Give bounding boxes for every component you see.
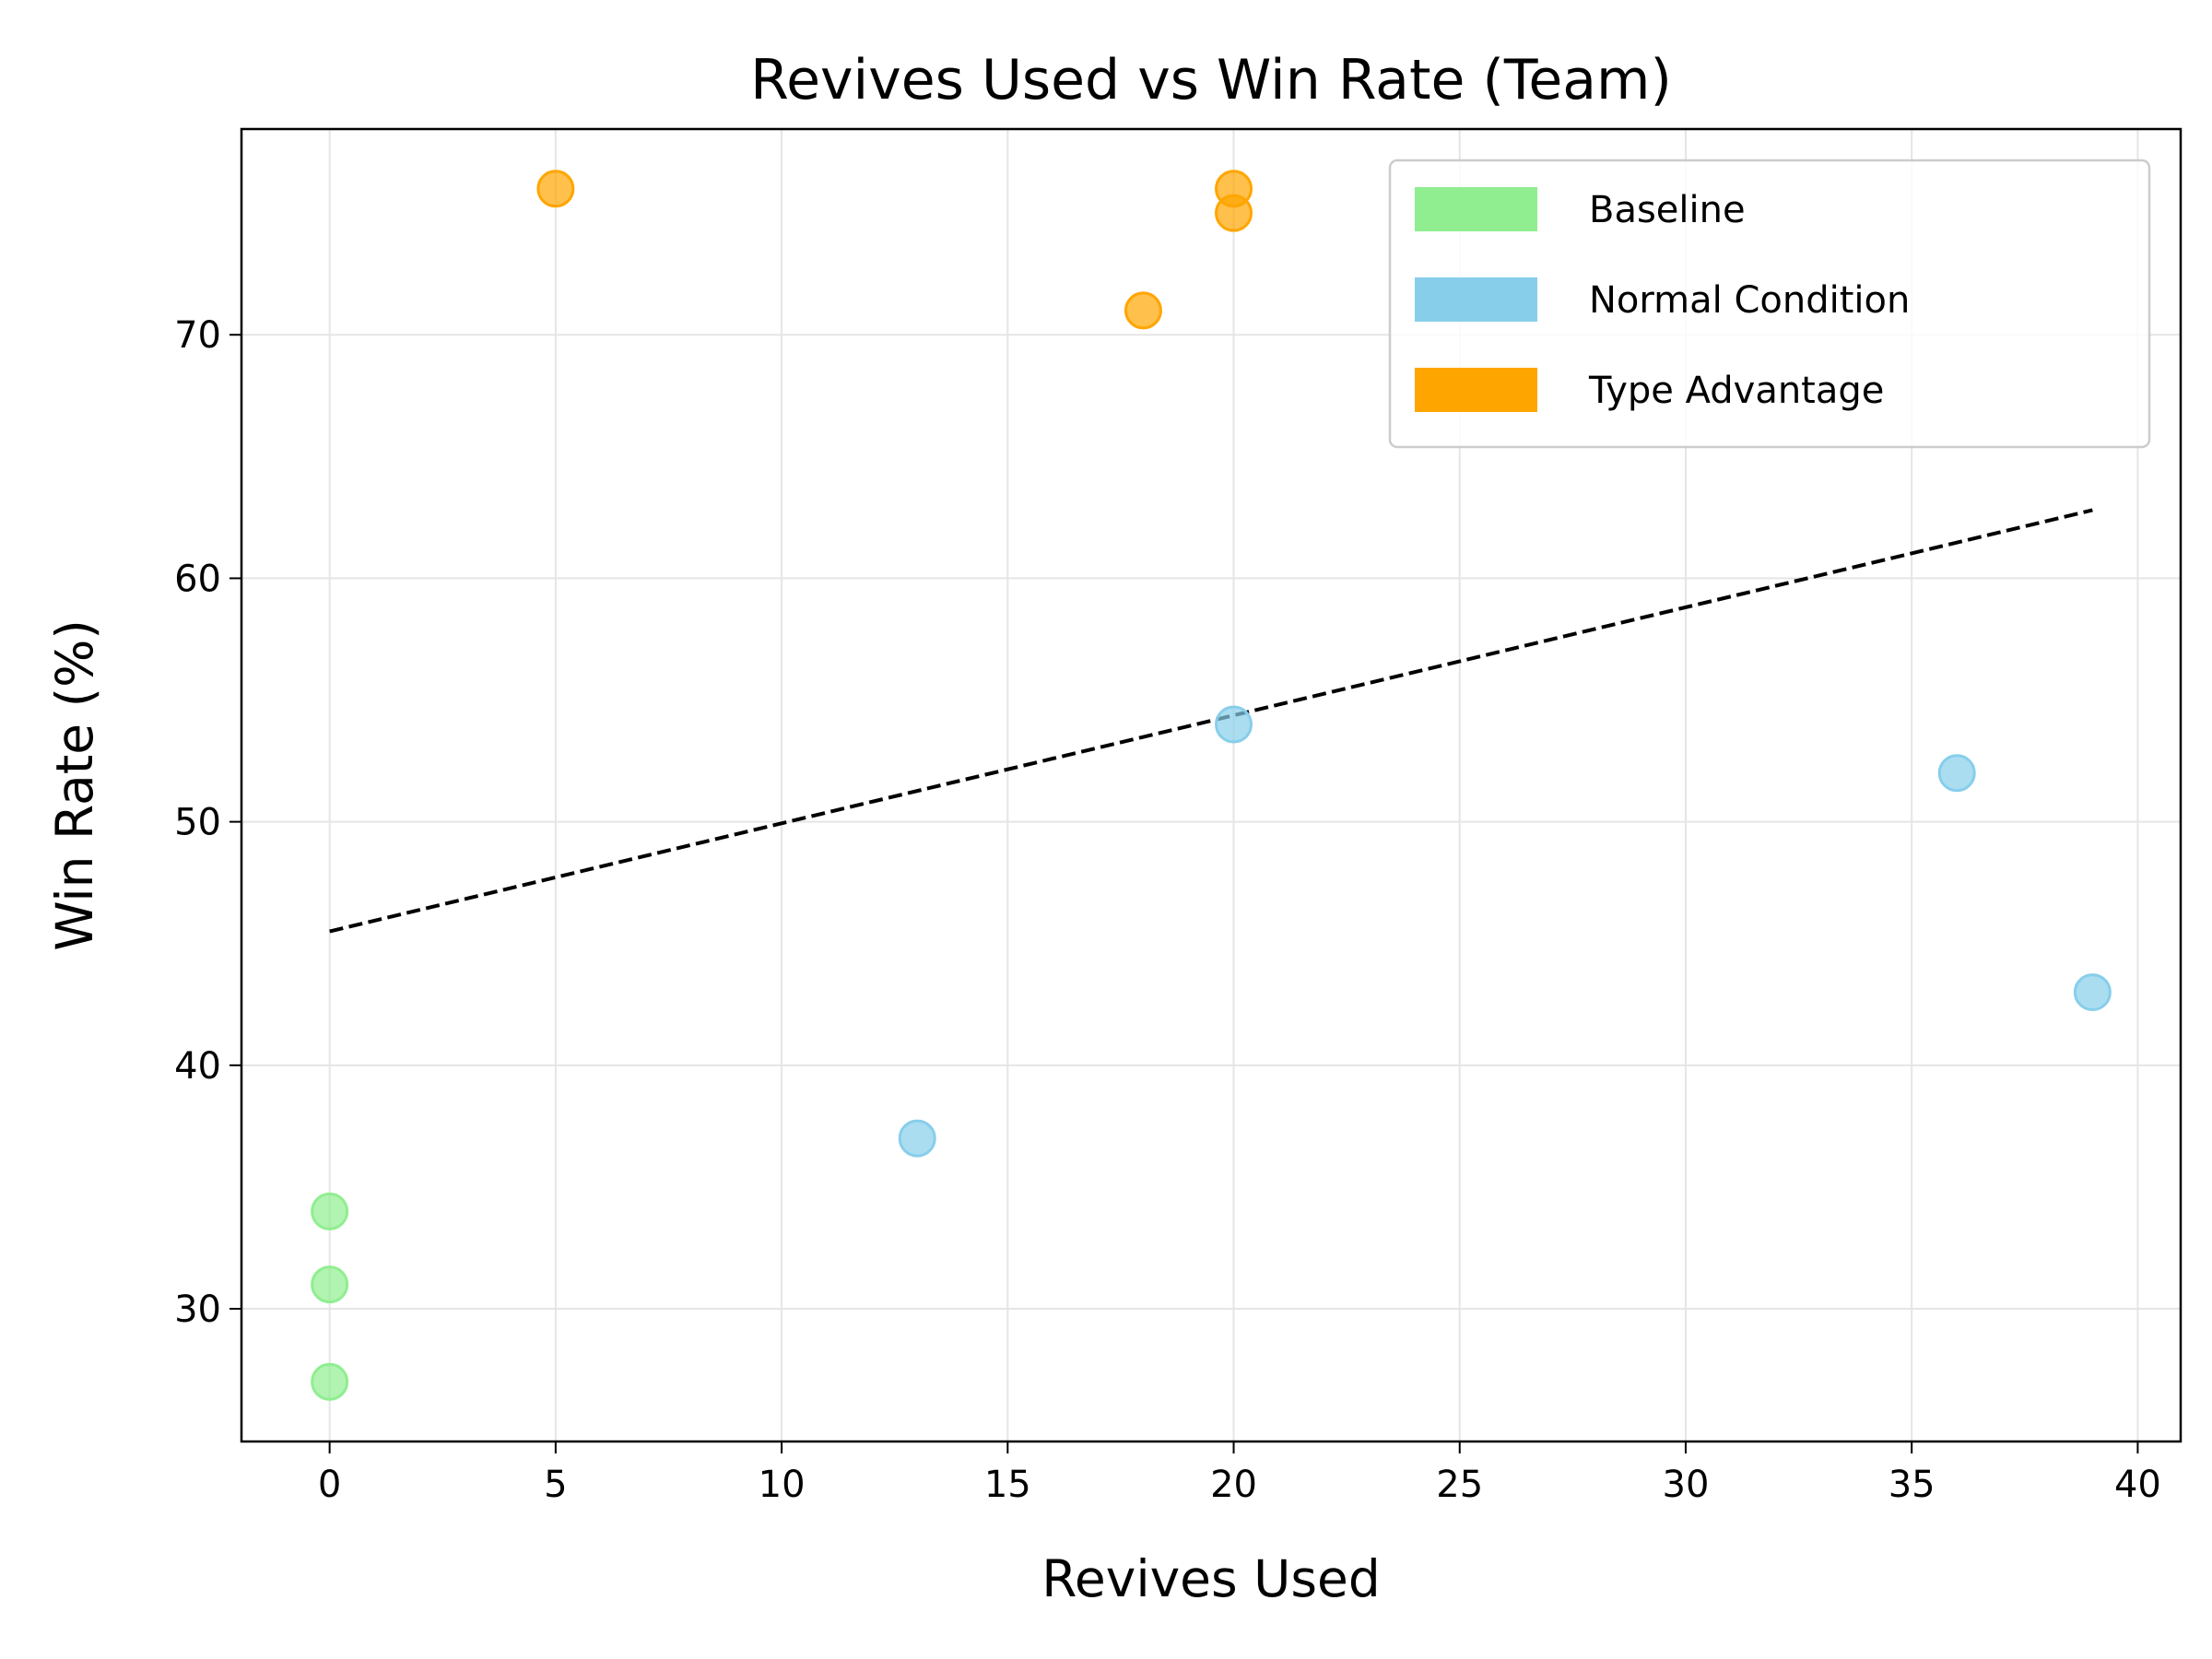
x-tick-label: 5 (544, 1464, 567, 1506)
y-tick-label: 40 (174, 1045, 221, 1088)
y-axis-label: Win Rate (%) (45, 619, 104, 951)
legend-swatch-baseline (1415, 187, 1537, 231)
point-normal-condition (898, 1119, 936, 1158)
y-tick-label: 70 (174, 314, 221, 357)
y-tick-label: 60 (174, 558, 221, 600)
y-tick-label: 30 (174, 1288, 221, 1331)
x-axis-label: Revives Used (1041, 1549, 1381, 1608)
y-tick-label: 50 (174, 802, 221, 844)
legend-label-normal-condition: Normal Condition (1589, 279, 1910, 322)
points-layer (311, 170, 2112, 1401)
legend-label-baseline: Baseline (1589, 189, 1746, 231)
point-type-advantage (1215, 194, 1253, 232)
chart-title: Revives Used vs Win Rate (Team) (750, 48, 1672, 112)
point-normal-condition (2073, 973, 2112, 1012)
point-baseline (311, 1192, 349, 1230)
y-axis-ticks: 30 40 50 60 70 (174, 314, 241, 1331)
legend-box (1388, 159, 2151, 449)
point-baseline (311, 1362, 349, 1401)
trendline-layer (329, 508, 2093, 934)
point-normal-condition (1215, 705, 1253, 744)
trendline (329, 508, 2093, 934)
point-baseline (311, 1265, 349, 1304)
point-type-advantage (1124, 291, 1162, 330)
x-tick-label: 15 (984, 1464, 1031, 1506)
legend: Baseline Normal Condition Type Advantage (1388, 159, 2151, 449)
legend-label-type-advantage: Type Advantage (1588, 370, 1884, 412)
x-axis-ticks: 0 5 10 15 20 25 30 35 40 (318, 1441, 2161, 1506)
x-tick-label: 30 (1663, 1464, 1710, 1506)
x-tick-label: 40 (2114, 1464, 2161, 1506)
x-tick-label: 10 (759, 1464, 806, 1506)
legend-swatch-type-advantage (1415, 368, 1537, 412)
x-tick-label: 0 (318, 1464, 341, 1506)
x-tick-label: 35 (1888, 1464, 1936, 1506)
point-type-advantage (536, 170, 575, 208)
legend-swatch-normal-condition (1415, 277, 1537, 322)
plot-frame (240, 127, 2183, 1443)
point-normal-condition (1937, 754, 1976, 793)
x-tick-label: 20 (1210, 1464, 1257, 1506)
x-tick-label: 25 (1436, 1464, 1483, 1506)
